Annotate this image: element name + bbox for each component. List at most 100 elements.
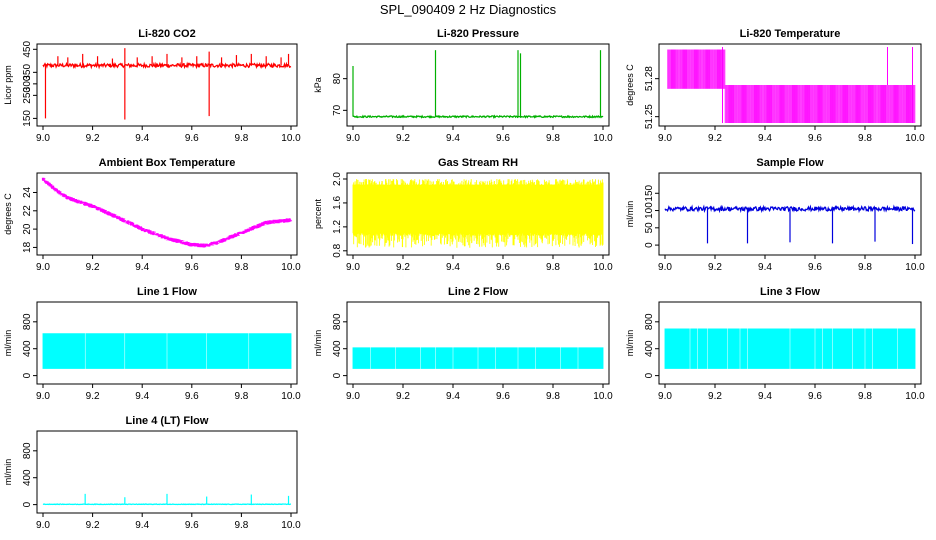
plot-frame: [36, 172, 298, 256]
x-axis: 9.0 9.2 9.4 9.6 9.8 10.0: [36, 512, 301, 531]
x-tick-label: 9.0: [36, 391, 50, 402]
x-tick-label: 9.2: [86, 391, 100, 402]
x-tick-label: 10.0: [593, 391, 613, 402]
y-tick-label: 20: [22, 223, 33, 235]
x-tick-label: 9.0: [658, 133, 672, 144]
x-tick-label: 9.2: [86, 262, 100, 273]
y-tick-label: 50: [644, 222, 655, 234]
y-tick-label: 18: [22, 241, 33, 253]
y-axis-label: ml/min: [3, 459, 13, 486]
x-axis: 9.0 9.2 9.4 9.6 9.8 10.0: [36, 125, 301, 144]
x-tick-label: 9.6: [808, 262, 822, 273]
x-tick-label: 9.6: [496, 133, 510, 144]
y-tick-label: 800: [22, 313, 33, 330]
series-segment: [724, 85, 916, 123]
y-axis: 51.25 51.28: [644, 66, 659, 129]
x-tick-label: 9.8: [858, 262, 872, 273]
y-tick-label: 800: [644, 313, 655, 330]
y-tick-label: 800: [332, 313, 343, 330]
y-tick-label: 80: [332, 73, 343, 85]
y-tick-label: 24: [22, 186, 33, 198]
y-axis: 0.8 1.2 1.6 2.0: [332, 172, 347, 258]
x-axis: 9.0 9.2 9.4 9.6 9.8 10.0: [658, 125, 925, 144]
panel-sample-flow: Sample Flow ml/min 9.0 9.2 9.4 9.6 9.8 10.0 0 50 1…: [625, 157, 925, 273]
x-axis: 9.0 9.2 9.4 9.6 9.8 10.0: [658, 383, 925, 402]
x-tick-label: 9.0: [658, 391, 672, 402]
x-tick-label: 9.6: [808, 391, 822, 402]
x-tick-label: 9.2: [396, 133, 410, 144]
y-tick-label: 450: [22, 41, 33, 58]
y-tick-label: 150: [644, 184, 655, 201]
panel-gas-stream-rh: Gas Stream RH percent 9.0 9.2 9.4 9.6 9.8 10.0 0…: [313, 157, 613, 273]
y-tick-label: 51.25: [644, 104, 655, 129]
series-band: [664, 328, 916, 369]
y-tick-label: 0: [644, 372, 655, 378]
x-tick-label: 9.8: [546, 133, 560, 144]
x-tick-label: 9.0: [36, 133, 50, 144]
series-line: [41, 177, 293, 248]
panel-line-4-lt-flow: Line 4 (LT) Flow ml/min 9.0 9.2 9.4 9.6 9.8 10.…: [3, 415, 301, 531]
x-tick-label: 9.8: [234, 520, 248, 531]
x-tick-label: 9.2: [708, 133, 722, 144]
y-axis-label: degrees C: [625, 64, 635, 106]
x-tick-label: 9.0: [36, 520, 50, 531]
y-axis-label: Licor ppm: [3, 65, 13, 105]
x-tick-label: 9.4: [446, 262, 460, 273]
x-tick-label: 10.0: [905, 133, 925, 144]
y-axis: 18 20 22 24: [22, 186, 37, 253]
y-tick-label: 70: [332, 104, 343, 116]
plot-frame: [346, 301, 610, 385]
series-line4: [42, 493, 291, 506]
panel-title: Li-820 Pressure: [437, 28, 519, 40]
x-tick-label: 9.6: [185, 520, 199, 531]
x-tick-label: 10.0: [281, 391, 301, 402]
x-tick-label: 9.2: [708, 391, 722, 402]
series-line: [664, 204, 916, 214]
y-tick-label: 800: [22, 442, 33, 459]
series-band: [352, 347, 604, 369]
x-tick-label: 9.2: [86, 520, 100, 531]
x-tick-label: 9.4: [758, 133, 772, 144]
series-line2: [352, 347, 604, 369]
y-tick-label: 400: [22, 469, 33, 486]
y-tick-label: 0: [644, 242, 655, 248]
x-tick-label: 9.8: [234, 262, 248, 273]
x-tick-label: 9.8: [234, 133, 248, 144]
y-tick-label: 2.0: [332, 172, 343, 186]
panel-title: Line 4 (LT) Flow: [126, 415, 209, 427]
y-tick-label: 400: [644, 340, 655, 357]
x-tick-label: 9.8: [858, 133, 872, 144]
x-tick-label: 10.0: [281, 262, 301, 273]
y-tick-label: 400: [22, 340, 33, 357]
x-tick-label: 9.4: [135, 262, 149, 273]
x-tick-label: 9.0: [36, 262, 50, 273]
x-tick-label: 10.0: [905, 262, 925, 273]
y-tick-label: 22: [22, 205, 33, 217]
y-tick-label: 0: [332, 372, 343, 378]
series-segment: [667, 49, 726, 89]
x-tick-label: 9.0: [658, 262, 672, 273]
x-tick-label: 9.4: [135, 391, 149, 402]
x-axis: 9.0 9.2 9.4 9.6 9.8 10.0: [36, 383, 301, 402]
x-tick-label: 9.4: [758, 391, 772, 402]
panel-line-2-flow: Line 2 Flow ml/min 9.0 9.2 9.4 9.6 9.8 10.0 0 400…: [313, 286, 613, 402]
x-tick-label: 10.0: [281, 133, 301, 144]
x-tick-label: 9.6: [496, 391, 510, 402]
y-axis-label: ml/min: [625, 201, 635, 228]
figure-title: SPL_090409 2 Hz Diagnostics: [379, 2, 557, 17]
y-axis: 0 400 800: [644, 313, 659, 378]
series-ambient: [41, 177, 293, 248]
y-tick-label: 300: [22, 75, 33, 92]
x-tick-label: 10.0: [905, 391, 925, 402]
series-line: [352, 114, 604, 119]
x-axis: 9.0 9.2 9.4 9.6 9.8 10.0: [346, 254, 613, 273]
y-tick-label: 0: [22, 501, 33, 507]
series-rh: [352, 179, 604, 248]
series-line: [42, 61, 292, 70]
y-tick-label: 150: [22, 110, 33, 127]
series-pressure: [352, 50, 604, 119]
x-tick-label: 9.8: [858, 391, 872, 402]
